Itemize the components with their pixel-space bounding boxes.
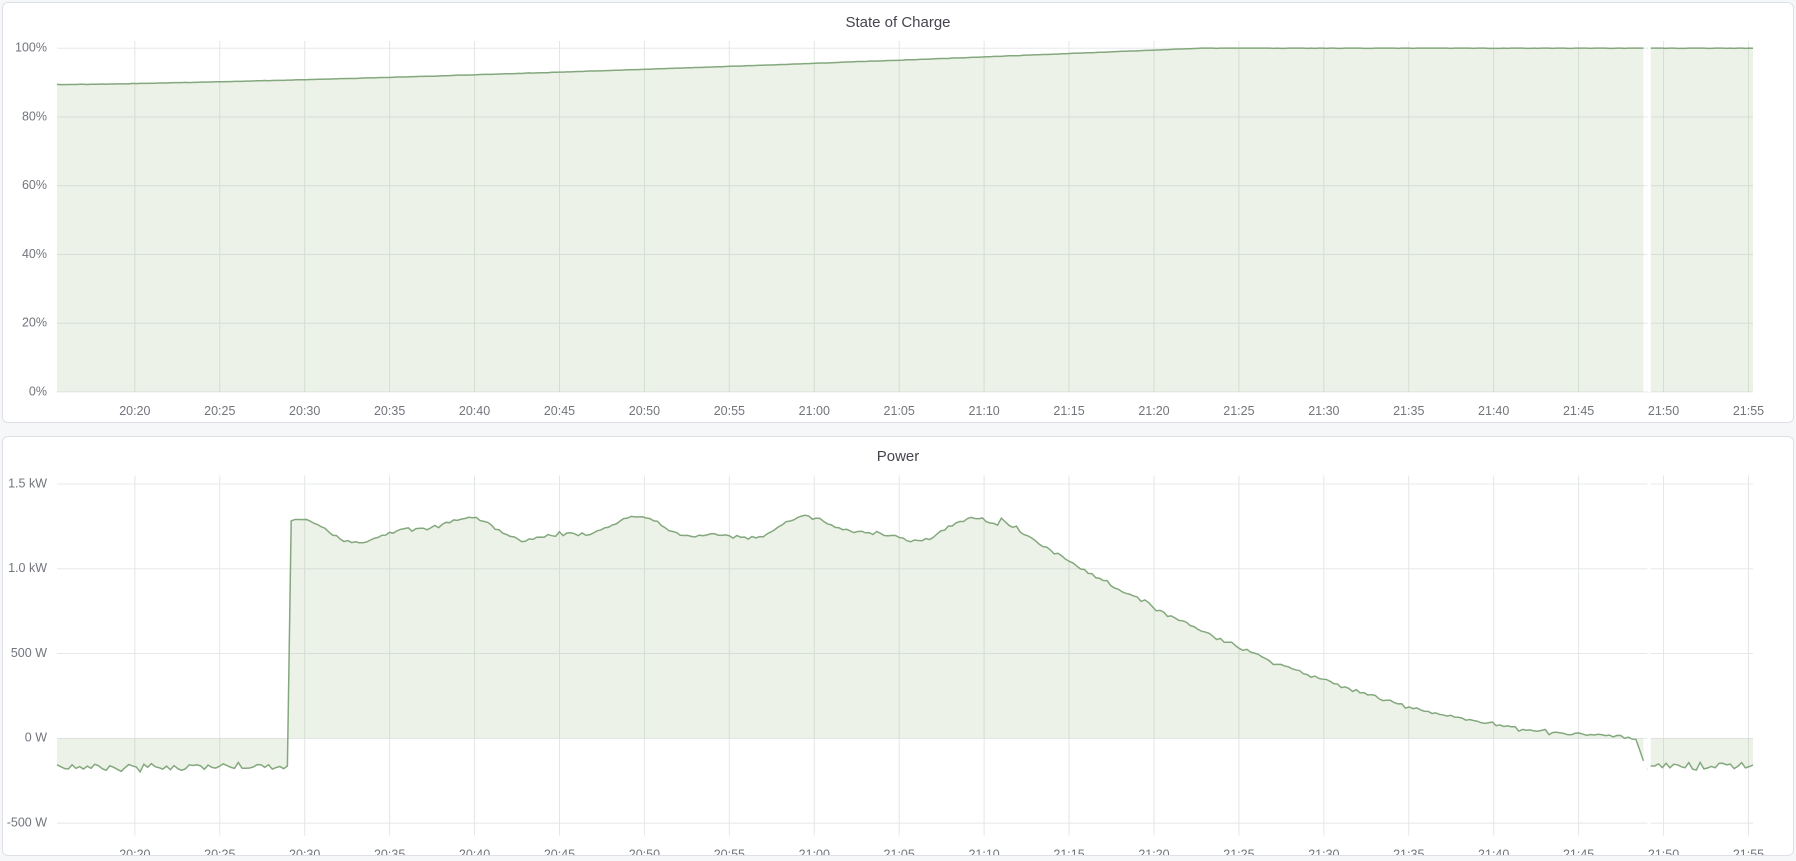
svg-text:0 W: 0 W bbox=[25, 731, 47, 745]
svg-text:21:10: 21:10 bbox=[968, 404, 999, 418]
svg-text:21:15: 21:15 bbox=[1053, 404, 1084, 418]
svg-text:21:10: 21:10 bbox=[968, 848, 999, 857]
svg-text:20:25: 20:25 bbox=[204, 848, 235, 857]
svg-text:21:20: 21:20 bbox=[1138, 404, 1169, 418]
svg-text:20%: 20% bbox=[22, 316, 47, 330]
svg-text:21:05: 21:05 bbox=[884, 404, 915, 418]
svg-text:21:20: 21:20 bbox=[1138, 848, 1169, 857]
svg-text:21:55: 21:55 bbox=[1733, 404, 1764, 418]
svg-text:21:40: 21:40 bbox=[1478, 848, 1509, 857]
svg-text:60%: 60% bbox=[22, 178, 47, 192]
svg-text:21:15: 21:15 bbox=[1053, 848, 1084, 857]
svg-text:20:55: 20:55 bbox=[714, 848, 745, 857]
svg-text:20:25: 20:25 bbox=[204, 404, 235, 418]
svg-text:20:55: 20:55 bbox=[714, 404, 745, 418]
svg-text:-500 W: -500 W bbox=[7, 815, 47, 829]
svg-text:21:00: 21:00 bbox=[799, 404, 830, 418]
svg-text:20:45: 20:45 bbox=[544, 848, 575, 857]
svg-text:100%: 100% bbox=[15, 41, 47, 55]
svg-text:1.0 kW: 1.0 kW bbox=[8, 561, 47, 575]
svg-text:21:45: 21:45 bbox=[1563, 848, 1594, 857]
svg-text:20:20: 20:20 bbox=[119, 848, 150, 857]
svg-text:21:30: 21:30 bbox=[1308, 404, 1339, 418]
svg-text:20:30: 20:30 bbox=[289, 404, 320, 418]
svg-text:20:45: 20:45 bbox=[544, 404, 575, 418]
svg-text:0%: 0% bbox=[29, 384, 47, 398]
svg-text:21:45: 21:45 bbox=[1563, 404, 1594, 418]
svg-text:20:35: 20:35 bbox=[374, 848, 405, 857]
svg-text:40%: 40% bbox=[22, 247, 47, 261]
svg-text:20:50: 20:50 bbox=[629, 404, 660, 418]
svg-text:21:50: 21:50 bbox=[1648, 848, 1679, 857]
svg-text:20:40: 20:40 bbox=[459, 848, 490, 857]
svg-text:21:35: 21:35 bbox=[1393, 404, 1424, 418]
svg-text:21:25: 21:25 bbox=[1223, 848, 1254, 857]
svg-text:21:40: 21:40 bbox=[1478, 404, 1509, 418]
svg-text:20:30: 20:30 bbox=[289, 848, 320, 857]
svg-text:21:30: 21:30 bbox=[1308, 848, 1339, 857]
svg-text:21:25: 21:25 bbox=[1223, 404, 1254, 418]
svg-text:20:40: 20:40 bbox=[459, 404, 490, 418]
svg-text:80%: 80% bbox=[22, 109, 47, 123]
svg-text:21:00: 21:00 bbox=[799, 848, 830, 857]
svg-text:20:50: 20:50 bbox=[629, 848, 660, 857]
svg-text:21:35: 21:35 bbox=[1393, 848, 1424, 857]
svg-text:21:50: 21:50 bbox=[1648, 404, 1679, 418]
svg-text:1.5 kW: 1.5 kW bbox=[8, 476, 47, 490]
svg-text:21:55: 21:55 bbox=[1733, 848, 1764, 857]
svg-text:20:35: 20:35 bbox=[374, 404, 405, 418]
svg-text:21:05: 21:05 bbox=[884, 848, 915, 857]
svg-text:500 W: 500 W bbox=[11, 646, 47, 660]
svg-text:20:20: 20:20 bbox=[119, 404, 150, 418]
